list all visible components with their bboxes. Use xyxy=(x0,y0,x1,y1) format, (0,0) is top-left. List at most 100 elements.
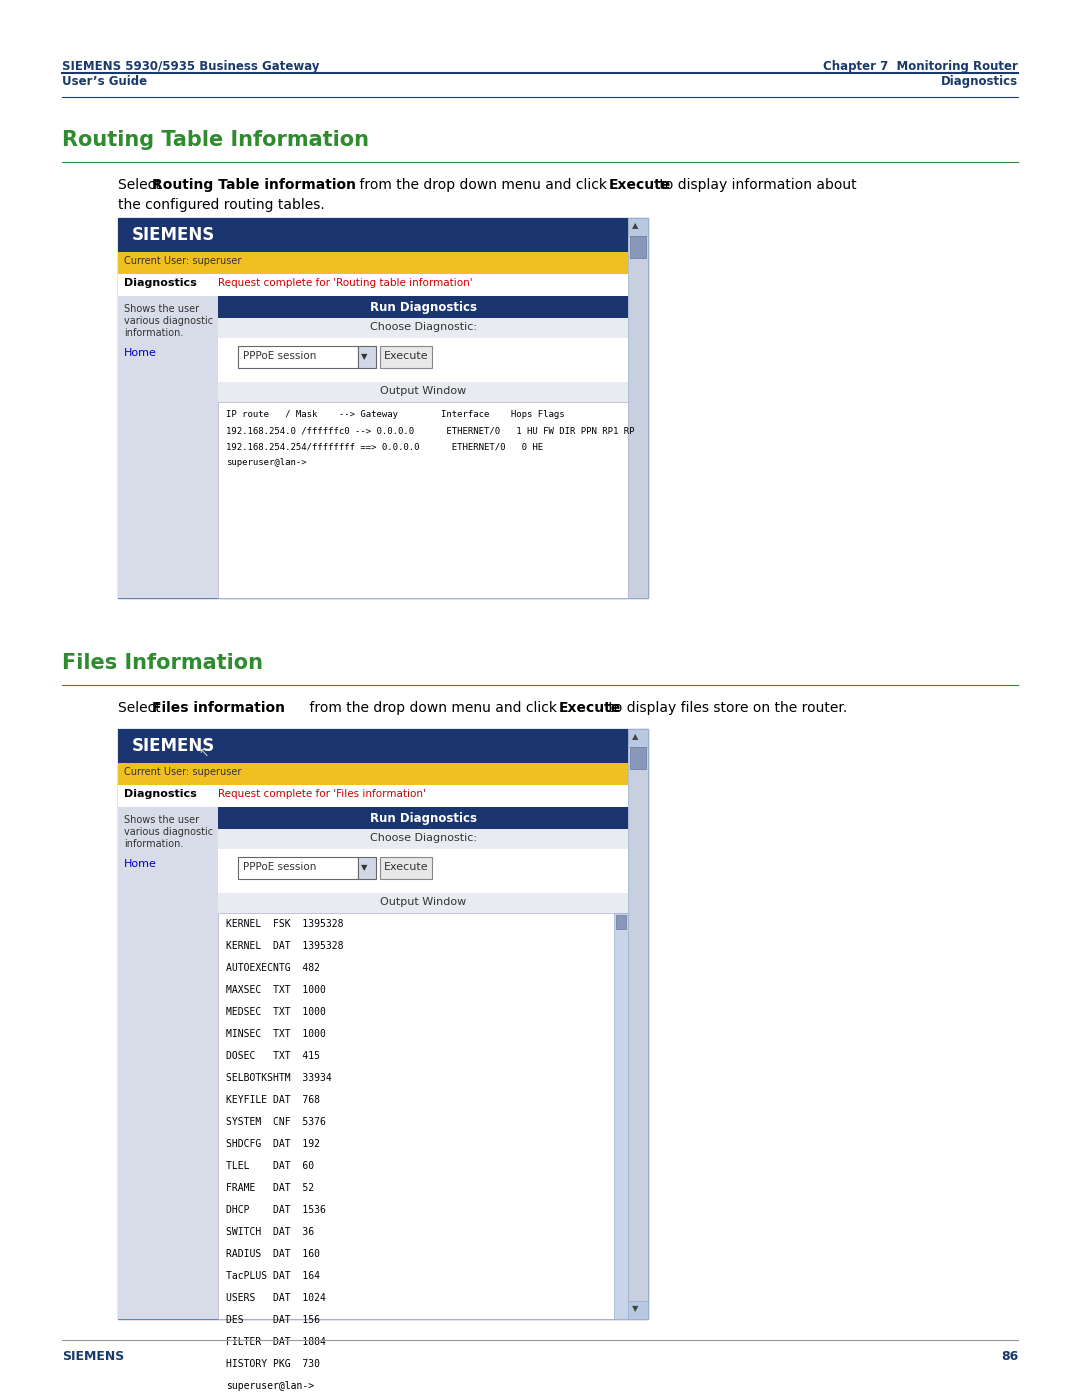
Text: SIEMENS: SIEMENS xyxy=(62,1350,124,1363)
Bar xyxy=(630,236,646,258)
Text: Diagnostics: Diagnostics xyxy=(124,278,197,288)
Text: Files information: Files information xyxy=(152,701,285,715)
Text: FILTER  DAT  1884: FILTER DAT 1884 xyxy=(226,1337,326,1347)
Text: Execute: Execute xyxy=(609,177,672,191)
Text: ▼: ▼ xyxy=(632,1303,638,1313)
Text: Request complete for 'Routing table information': Request complete for 'Routing table info… xyxy=(218,278,473,288)
Text: Shows the user: Shows the user xyxy=(124,305,199,314)
Text: ▼: ▼ xyxy=(361,863,367,872)
Text: ▲: ▲ xyxy=(632,732,638,740)
Text: RADIUS  DAT  160: RADIUS DAT 160 xyxy=(226,1249,320,1259)
Text: IP route   / Mask    --> Gateway        Interface    Hops Flags: IP route / Mask --> Gateway Interface Ho… xyxy=(226,409,565,419)
Text: superuser@lan->: superuser@lan-> xyxy=(226,1382,314,1391)
Text: AUTOEXECNTG  482: AUTOEXECNTG 482 xyxy=(226,963,320,972)
Text: SIEMENS: SIEMENS xyxy=(132,738,215,754)
Text: from the drop down menu and click: from the drop down menu and click xyxy=(355,177,611,191)
Bar xyxy=(218,402,627,598)
Text: Execute: Execute xyxy=(383,862,429,872)
Bar xyxy=(218,828,627,849)
Text: from the drop down menu and click: from the drop down menu and click xyxy=(305,701,562,715)
Bar xyxy=(218,381,627,402)
Text: ↖: ↖ xyxy=(198,747,208,760)
Text: ▲: ▲ xyxy=(632,221,638,231)
Text: SELBOTKSHTM  33934: SELBOTKSHTM 33934 xyxy=(226,1073,332,1083)
Bar xyxy=(118,729,627,763)
Text: to display information about: to display information about xyxy=(654,177,856,191)
Text: SIEMENS: SIEMENS xyxy=(132,226,215,244)
Text: ▼: ▼ xyxy=(361,352,367,360)
Text: User’s Guide: User’s Guide xyxy=(62,75,147,88)
Text: KEYFILE DAT  768: KEYFILE DAT 768 xyxy=(226,1095,320,1105)
Bar xyxy=(118,296,218,598)
Text: Shows the user: Shows the user xyxy=(124,814,199,826)
Text: MAXSEC  TXT  1000: MAXSEC TXT 1000 xyxy=(226,985,326,995)
Bar xyxy=(118,218,648,598)
Text: MEDSEC  TXT  1000: MEDSEC TXT 1000 xyxy=(226,1007,326,1017)
Text: information.: information. xyxy=(124,328,184,338)
Text: Diagnostics: Diagnostics xyxy=(124,789,197,799)
Bar xyxy=(218,893,627,914)
Text: Run Diagnostics: Run Diagnostics xyxy=(369,300,476,314)
Text: DES     DAT  156: DES DAT 156 xyxy=(226,1315,320,1324)
Text: TLEL    DAT  60: TLEL DAT 60 xyxy=(226,1161,314,1171)
Text: SWITCH  DAT  36: SWITCH DAT 36 xyxy=(226,1227,314,1236)
Bar xyxy=(357,856,376,879)
Bar xyxy=(118,785,627,807)
Bar xyxy=(118,729,648,1319)
Text: Files Information: Files Information xyxy=(62,652,264,673)
Bar xyxy=(218,807,627,828)
Text: SYSTEM  CNF  5376: SYSTEM CNF 5376 xyxy=(226,1118,326,1127)
Text: PPPoE session: PPPoE session xyxy=(243,862,316,872)
Text: superuser@lan->: superuser@lan-> xyxy=(226,458,307,467)
Bar xyxy=(630,747,646,768)
Text: Request complete for 'Files information': Request complete for 'Files information' xyxy=(218,789,426,799)
Bar xyxy=(627,1301,648,1319)
Text: DOSEC   TXT  415: DOSEC TXT 415 xyxy=(226,1051,320,1060)
Text: Routing Table information: Routing Table information xyxy=(152,177,356,191)
Bar xyxy=(627,218,648,598)
Bar xyxy=(118,274,627,296)
Text: HISTORY PKG  730: HISTORY PKG 730 xyxy=(226,1359,320,1369)
Text: the configured routing tables.: the configured routing tables. xyxy=(118,198,325,212)
Text: Routing Table Information: Routing Table Information xyxy=(62,130,369,149)
Bar xyxy=(380,856,432,879)
Bar xyxy=(218,296,627,598)
Bar xyxy=(238,856,357,879)
Text: TacPLUS DAT  164: TacPLUS DAT 164 xyxy=(226,1271,320,1281)
Bar xyxy=(118,807,218,1319)
Bar xyxy=(218,296,627,319)
Text: 86: 86 xyxy=(1001,1350,1018,1363)
Text: Chapter 7  Monitoring Router: Chapter 7 Monitoring Router xyxy=(823,60,1018,73)
Text: KERNEL  FSK  1395328: KERNEL FSK 1395328 xyxy=(226,919,343,929)
Text: Output Window: Output Window xyxy=(380,897,467,907)
Text: KERNEL  DAT  1395328: KERNEL DAT 1395328 xyxy=(226,942,343,951)
Text: Home: Home xyxy=(124,859,157,869)
Text: Select: Select xyxy=(118,701,165,715)
Bar xyxy=(627,218,648,236)
Bar xyxy=(218,319,627,338)
Text: SIEMENS 5930/5935 Business Gateway: SIEMENS 5930/5935 Business Gateway xyxy=(62,60,320,73)
Text: MINSEC  TXT  1000: MINSEC TXT 1000 xyxy=(226,1030,326,1039)
Bar xyxy=(627,729,648,1319)
Text: Execute: Execute xyxy=(559,701,621,715)
Text: Run Diagnostics: Run Diagnostics xyxy=(369,812,476,826)
Text: DHCP    DAT  1536: DHCP DAT 1536 xyxy=(226,1206,326,1215)
Text: information.: information. xyxy=(124,840,184,849)
Bar xyxy=(615,914,627,1319)
Bar xyxy=(627,729,648,747)
Bar xyxy=(118,218,627,251)
Text: SHDCFG  DAT  192: SHDCFG DAT 192 xyxy=(226,1139,320,1148)
Bar xyxy=(238,346,357,367)
Bar xyxy=(218,914,627,1319)
Text: various diagnostic: various diagnostic xyxy=(124,827,213,837)
Text: Current User: superuser: Current User: superuser xyxy=(124,256,241,265)
Bar xyxy=(357,346,376,367)
Text: USERS   DAT  1024: USERS DAT 1024 xyxy=(226,1294,326,1303)
Text: PPPoE session: PPPoE session xyxy=(243,351,316,360)
Bar xyxy=(616,915,626,929)
Bar xyxy=(118,763,627,785)
Text: FRAME   DAT  52: FRAME DAT 52 xyxy=(226,1183,314,1193)
Bar xyxy=(118,251,627,274)
Text: Output Window: Output Window xyxy=(380,386,467,395)
Text: Choose Diagnostic:: Choose Diagnostic: xyxy=(369,833,476,842)
